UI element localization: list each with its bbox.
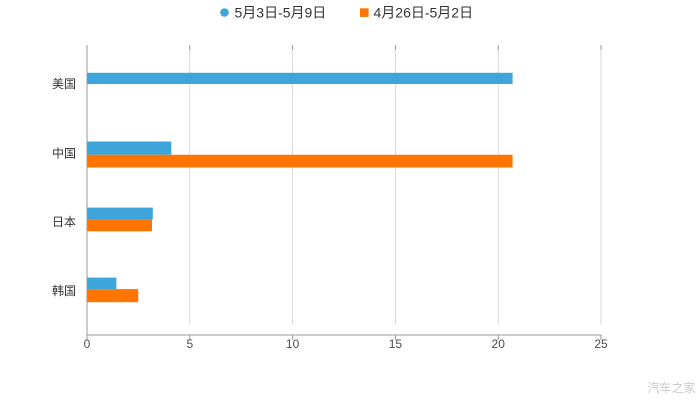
svg-text:韩国: 韩国 xyxy=(52,283,76,298)
svg-text:10: 10 xyxy=(286,337,300,351)
svg-text:汽车之家: 汽车之家 xyxy=(647,380,695,395)
svg-text:4月26日-5月2日: 4月26日-5月2日 xyxy=(374,5,474,21)
svg-text:15: 15 xyxy=(389,337,403,351)
svg-text:20: 20 xyxy=(492,337,506,351)
svg-text:日本: 日本 xyxy=(52,215,76,229)
svg-text:5月3日-5月9日: 5月3日-5月9日 xyxy=(235,5,327,21)
svg-text:美国: 美国 xyxy=(52,77,76,91)
svg-text:5: 5 xyxy=(186,337,193,351)
svg-text:25: 25 xyxy=(594,337,608,351)
svg-text:0: 0 xyxy=(84,337,91,351)
svg-text:中国: 中国 xyxy=(52,145,76,160)
